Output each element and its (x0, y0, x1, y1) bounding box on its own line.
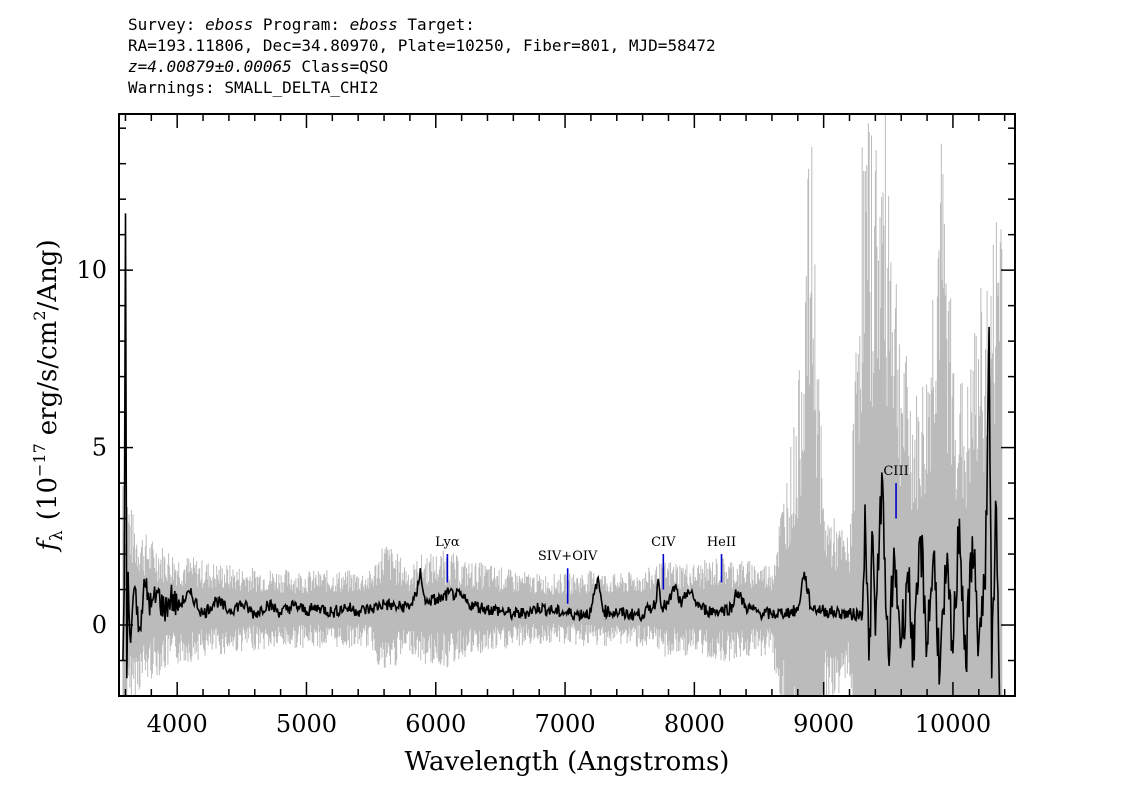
x-tick-label: 5000 (276, 710, 337, 738)
x-tick-label: 9000 (793, 710, 854, 738)
line-marker-label: Lyα (435, 535, 460, 550)
line-marker: CIV (651, 535, 676, 590)
flux-line-layer (122, 213, 1001, 696)
ylabel-exp: −17 (30, 443, 49, 477)
x-tick-label: 4000 (147, 710, 208, 738)
noise-band-layer (122, 114, 1003, 696)
x-tick-label: 10000 (915, 710, 991, 738)
x-tick-label: 7000 (535, 710, 596, 738)
y-tick-labels: 0 5 10 (76, 256, 107, 639)
line-marker-label: CIII (883, 464, 908, 479)
header-line-redshift: z=4.00879±0.00065 Class=QSO (128, 56, 716, 77)
y-tick-label: 5 (92, 434, 107, 462)
x-axis-title: Wavelength (Angstroms) (405, 747, 730, 777)
x-tick-label: 8000 (664, 710, 725, 738)
ylabel-unit-c: /Ang) (33, 239, 63, 310)
ylabel-exp2: 2 (30, 310, 49, 320)
x-tick-labels: 4000 5000 6000 7000 8000 9000 10000 (147, 710, 991, 738)
x-tick-label: 6000 (405, 710, 466, 738)
class-value: Class=QSO (301, 57, 389, 76)
survey-value: eboss (205, 15, 254, 34)
line-marker: CIII (883, 464, 909, 519)
y-tick-label: 0 (92, 611, 107, 639)
header-line-warnings: Warnings: SMALL_DELTA_CHI2 (128, 78, 379, 97)
header-line-coords: RA=193.11806, Dec=34.80970, Plate=10250,… (128, 36, 716, 55)
y-tick-label: 10 (76, 256, 107, 284)
ylabel-unit-b: erg/s/cm (33, 321, 63, 436)
line-marker-label: SIV+OIV (538, 549, 598, 564)
program-key: Program: (262, 15, 340, 34)
ylabel-sub: λ (47, 530, 67, 541)
line-marker: Lyα (435, 535, 460, 583)
ylabel-unit-a: (10 (33, 477, 63, 520)
flux-line (122, 213, 1001, 696)
line-marker-label: HeII (707, 535, 736, 550)
y-axis-title: fλ(10−17erg/s/cm2/Ang) (30, 239, 67, 552)
emission-line-markers: Lyα SIV+OIV CIV HeII CIII (435, 464, 909, 604)
survey-key: Survey: (128, 15, 196, 34)
redshift-value: z=4.00879±0.00065 (128, 57, 292, 76)
noise-band (122, 114, 1003, 696)
spectrum-header: Survey: eboss Program: eboss Target: RA=… (128, 14, 716, 98)
line-marker: SIV+OIV (538, 549, 598, 604)
axis-ticks (119, 114, 1015, 697)
program-value: eboss (349, 15, 398, 34)
target-key: Target: (407, 15, 475, 34)
line-marker-label: CIV (651, 535, 676, 550)
header-line-survey: Survey: eboss Program: eboss Target: (128, 14, 716, 35)
line-marker: HeII (707, 535, 736, 583)
plot-frame (118, 113, 1016, 697)
